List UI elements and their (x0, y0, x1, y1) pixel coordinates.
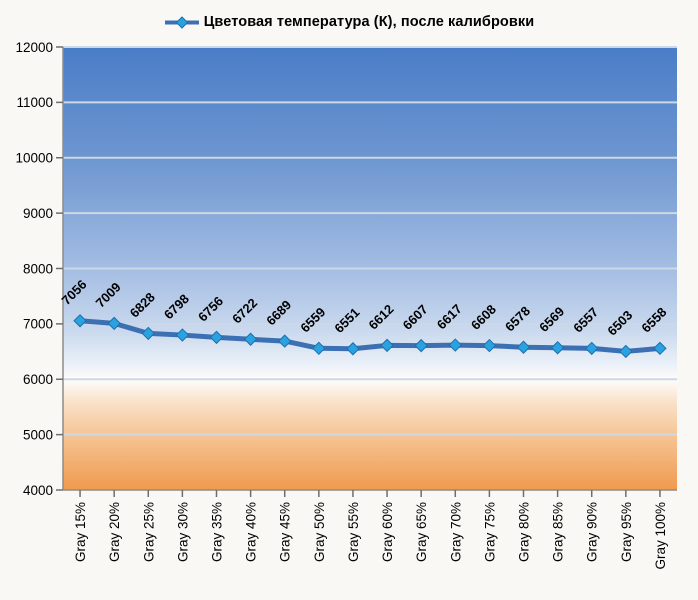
x-axis-category-label: Gray 85% (551, 502, 566, 562)
legend-line-marker-icon (164, 15, 199, 29)
legend-label: Цветовая температура (К), после калибров… (203, 14, 535, 30)
data-point-marker (278, 334, 292, 348)
x-axis-category-label: Gray 50% (312, 502, 327, 562)
x-axis-category-label: Gray 40% (244, 502, 259, 562)
data-point-marker (653, 341, 667, 356)
y-axis-tick-label: 7000 (23, 317, 53, 332)
x-axis-category-label: Gray 75% (482, 502, 497, 562)
x-axis-category-label: Gray 30% (175, 502, 190, 562)
x-axis-category-label: Gray 55% (346, 502, 361, 562)
data-point-marker (209, 330, 224, 345)
y-axis-tick-label: 8000 (23, 261, 53, 276)
x-axis-category-label: Gray 100% (653, 502, 668, 570)
data-point-marker (619, 344, 633, 359)
x-axis-category-label: Gray 15% (73, 502, 88, 562)
x-axis-category-label: Gray 95% (619, 502, 634, 562)
chart-legend: Цветовая температура (К), после калибров… (0, 14, 698, 30)
x-axis-category-label: Gray 65% (414, 502, 429, 562)
data-point-marker (243, 332, 258, 346)
data-point-marker (141, 326, 155, 341)
x-axis-category-label: Gray 45% (278, 502, 293, 562)
y-axis-tick-label: 9000 (23, 206, 53, 221)
y-axis-tick-label: 4000 (23, 483, 53, 498)
data-point-marker (448, 338, 462, 352)
x-axis-category-label: Gray 20% (107, 502, 122, 562)
data-point-marker (380, 338, 394, 353)
x-axis-category-label: Gray 60% (380, 502, 395, 562)
x-axis-category-label: Gray 35% (210, 502, 225, 562)
y-axis-tick-label: 6000 (23, 372, 53, 387)
data-point-marker (73, 314, 87, 328)
data-point-marker (516, 340, 531, 354)
data-point-marker (482, 338, 497, 353)
x-axis-category-label: Gray 90% (585, 502, 600, 562)
data-point-marker (175, 328, 190, 342)
y-axis-tick-label: 10000 (15, 151, 53, 166)
y-axis-tick-label: 12000 (15, 40, 53, 55)
x-axis-category-label: Gray 70% (448, 502, 463, 562)
y-axis-tick-label: 11000 (16, 95, 53, 110)
data-point-marker (414, 338, 428, 353)
data-point-marker (107, 316, 121, 331)
data-point-marker (346, 342, 360, 356)
data-point-marker (550, 341, 565, 355)
data-point-marker (312, 341, 326, 356)
x-axis-category-label: Gray 25% (141, 502, 156, 562)
data-point-marker (585, 341, 599, 356)
y-axis-tick-label: 5000 (23, 427, 53, 442)
x-axis-category-label: Gray 80% (517, 502, 532, 562)
